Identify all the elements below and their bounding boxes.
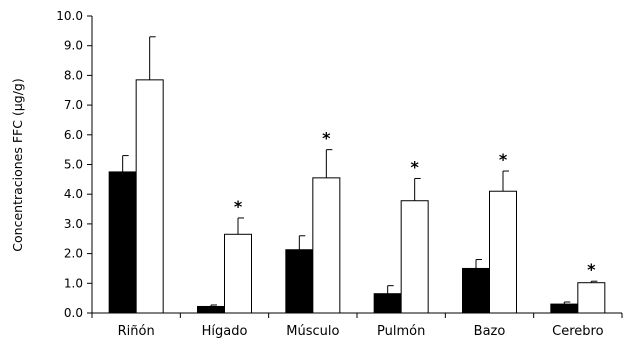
bar-series-1 bbox=[550, 303, 579, 314]
significance-asterisk: * bbox=[499, 150, 508, 169]
error-bars bbox=[122, 36, 598, 307]
bar-series-1 bbox=[285, 249, 314, 314]
bar-series-2 bbox=[224, 233, 252, 314]
y-tick-label: 4.0 bbox=[64, 187, 83, 201]
category-label: Cerebro bbox=[552, 324, 603, 339]
y-tick-label: 1.0 bbox=[64, 276, 83, 290]
y-tick-label: 8.0 bbox=[64, 68, 83, 82]
significance-asterisk: * bbox=[234, 197, 243, 216]
bar-series-2 bbox=[312, 177, 341, 314]
bar-series-2 bbox=[577, 282, 606, 314]
y-tick-label: 3.0 bbox=[64, 217, 83, 231]
y-tick-label: 10.0 bbox=[56, 9, 83, 23]
bar-series-1 bbox=[197, 305, 225, 314]
significance-asterisk: * bbox=[322, 129, 331, 148]
bars bbox=[108, 79, 606, 314]
category-label: Músculo bbox=[286, 324, 339, 339]
category-label: Riñón bbox=[118, 324, 155, 339]
significance-marks: * * * * * bbox=[234, 129, 596, 280]
significance-asterisk: * bbox=[587, 260, 596, 279]
y-axis-title: Concentraciones FFC (µg/g) bbox=[10, 78, 25, 251]
y-tick-label: 6.0 bbox=[64, 128, 83, 142]
y-tick-label: 7.0 bbox=[64, 98, 83, 112]
y-tick-label: 0.0 bbox=[64, 306, 83, 320]
bar-series-1 bbox=[108, 171, 137, 314]
category-label: Pulmón bbox=[377, 324, 425, 339]
bar-series-2 bbox=[400, 200, 429, 314]
significance-asterisk: * bbox=[410, 157, 419, 176]
category-label: Bazo bbox=[474, 324, 506, 339]
category-label: Hígado bbox=[202, 324, 248, 339]
bar-series-2 bbox=[135, 79, 164, 314]
y-tick-label: 9.0 bbox=[64, 39, 83, 53]
category-labels: Riñón Hígado Músculo Pulmón Bazo Cerebro bbox=[91, 313, 623, 339]
bar-series-1 bbox=[373, 293, 402, 314]
y-tick-label: 5.0 bbox=[64, 158, 83, 172]
y-tick-label: 2.0 bbox=[64, 247, 83, 261]
y-ticks: 0.0 1.0 2.0 3.0 4.0 5.0 6.0 7.0 8.0 9.0 10.0 bbox=[56, 9, 92, 320]
bar-series-1 bbox=[462, 267, 490, 314]
bar-series-2 bbox=[489, 190, 517, 314]
